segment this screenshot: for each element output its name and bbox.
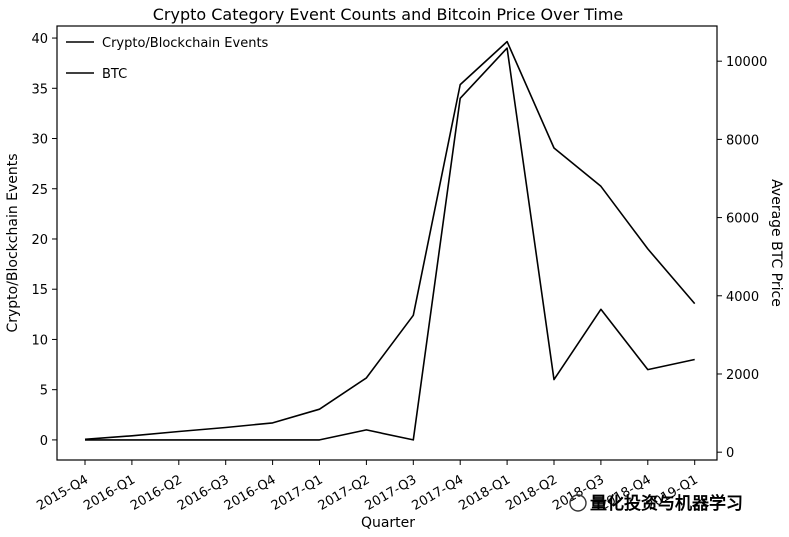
x-tick-label: 2015-Q4 [34, 472, 91, 513]
y-tick-label-left: 20 [31, 233, 48, 248]
series-lines [84, 40, 696, 441]
x-tick-label: 2016-Q1 [81, 472, 138, 513]
x-tick-label: 2018-Q1 [456, 472, 513, 513]
y-tick-label-left: 15 [31, 283, 48, 298]
y-tick-label-right: 0 [726, 446, 734, 461]
y-axis-label-left: Crypto/Blockchain Events [5, 153, 21, 332]
wechat-icon [569, 494, 587, 512]
x-axis-label: Quarter [361, 515, 415, 531]
legend-label-btc: BTC [102, 67, 127, 82]
plot-frame [56, 25, 718, 461]
x-tick-label: 2017-Q4 [410, 472, 467, 513]
y-tick-label-right: 2000 [726, 368, 759, 383]
y-tick-label-right: 6000 [726, 212, 759, 227]
x-tick-label: 2017-Q2 [316, 472, 373, 513]
y-tick-label-left: 35 [31, 82, 48, 97]
y-tick-label-left: 5 [40, 384, 48, 399]
x-tick-label: 2017-Q3 [363, 472, 420, 513]
y-tick-label-left: 10 [31, 333, 48, 348]
watermark: 量化投资与机器学习 [569, 493, 743, 514]
y-axis-label-right: Average BTC Price [768, 179, 784, 307]
y-tick-label-right: 8000 [726, 133, 759, 148]
legend-label-events: Crypto/Blockchain Events [102, 36, 269, 51]
y-tick-label-right: 4000 [726, 290, 759, 305]
events-series-line [85, 47, 695, 441]
legend: Crypto/Blockchain Events BTC [66, 36, 269, 82]
y-axis-right: 0 2000 4000 6000 8000 10000 [717, 55, 767, 461]
x-tick-label: 2016-Q2 [128, 472, 185, 513]
y-tick-label-left: 30 [31, 133, 48, 148]
x-tick-label: 2018-Q2 [503, 472, 560, 513]
x-tick-label: 2016-Q4 [222, 472, 279, 513]
x-tick-label: 2016-Q3 [175, 472, 232, 513]
y-tick-label-left: 40 [31, 32, 48, 47]
chart-title: Crypto Category Event Counts and Bitcoin… [153, 5, 624, 24]
y-tick-label-right: 10000 [726, 55, 767, 70]
y-tick-label-left: 25 [31, 183, 48, 198]
watermark-text: 量化投资与机器学习 [590, 493, 743, 514]
y-tick-label-left: 0 [40, 434, 48, 449]
x-tick-label: 2017-Q1 [269, 472, 326, 513]
btc-series-line [84, 40, 696, 441]
y-axis-left: 0 5 10 15 20 25 30 35 40 [31, 32, 57, 449]
